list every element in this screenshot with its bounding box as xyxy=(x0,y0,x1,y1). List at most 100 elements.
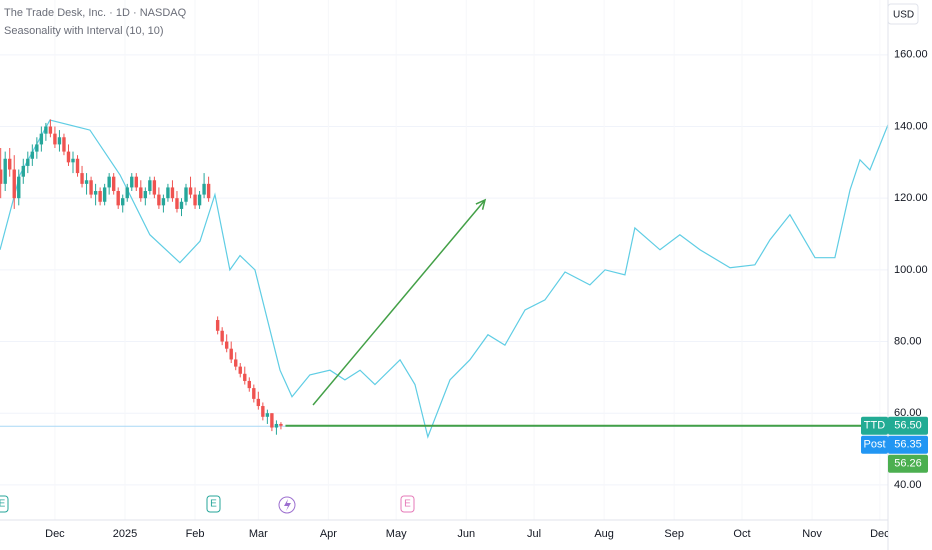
candle-body xyxy=(139,187,143,199)
candle-body xyxy=(8,158,12,170)
candle-body xyxy=(3,158,7,184)
candle-body xyxy=(75,158,80,174)
earnings-event-label[interactable]: E xyxy=(0,499,6,510)
earnings-event[interactable] xyxy=(0,495,9,513)
price-tag-name-box xyxy=(861,416,888,435)
candle-body xyxy=(243,373,247,381)
candle-body xyxy=(184,187,188,202)
candle-body xyxy=(234,359,238,367)
candle-body xyxy=(256,398,261,407)
candle-body xyxy=(274,423,279,428)
candle-body xyxy=(220,330,224,342)
earnings-event-label[interactable]: E xyxy=(404,499,411,510)
price-tag-label: 56.35 xyxy=(894,439,922,451)
x-tick-label: Feb xyxy=(186,528,205,540)
candle-body xyxy=(26,158,30,166)
candle-body xyxy=(166,187,170,199)
candle-body xyxy=(35,144,39,152)
arrow-head xyxy=(475,198,487,210)
candle-body xyxy=(148,180,152,192)
candle-body xyxy=(261,406,265,417)
y-tick-label: 160.00 xyxy=(894,49,928,61)
candle-body xyxy=(98,191,102,202)
x-tick-label: Nov xyxy=(802,528,822,540)
candle-body xyxy=(197,194,202,206)
x-tick-label: Oct xyxy=(733,528,750,540)
candle-body xyxy=(21,165,25,177)
x-tick-label: Apr xyxy=(320,528,337,540)
x-tick-label: May xyxy=(386,528,407,540)
y-tick-label: 120.00 xyxy=(894,192,928,204)
x-tick-label: Jul xyxy=(527,528,541,540)
candle-body xyxy=(39,133,44,145)
candle-body xyxy=(111,176,116,192)
dividend-icon xyxy=(284,499,291,511)
candle-body xyxy=(193,194,197,206)
candle-body xyxy=(93,191,98,195)
candle-body xyxy=(121,198,125,206)
x-tick-label: Aug xyxy=(594,528,614,540)
y-tick-label: 40.00 xyxy=(894,479,922,491)
x-tick-label: Jun xyxy=(457,528,475,540)
candle-body xyxy=(170,187,175,199)
price-tag-name: Post xyxy=(863,439,885,451)
candle-body xyxy=(202,183,206,195)
candle-body xyxy=(53,133,57,145)
seasonality-line xyxy=(0,119,888,439)
candle-body xyxy=(102,187,107,202)
candle-body xyxy=(125,187,129,199)
candle-body xyxy=(66,151,71,163)
candle-body xyxy=(48,126,53,134)
candle-body xyxy=(279,423,283,426)
y-tick-label: 60.00 xyxy=(894,407,922,419)
x-tick-label: Dec xyxy=(870,528,890,540)
price-tag xyxy=(888,454,928,473)
candle-body xyxy=(247,380,251,389)
candle-body xyxy=(270,413,274,428)
candle-body xyxy=(238,366,242,374)
candle-body xyxy=(224,341,229,349)
price-tag-label: 56.50 xyxy=(894,420,922,432)
currency[interactable]: USD xyxy=(893,10,914,21)
currency-button[interactable] xyxy=(887,3,919,25)
candle-body xyxy=(107,176,111,188)
candle-body xyxy=(215,320,220,331)
price-tag-label: 56.26 xyxy=(894,458,922,470)
candle-body xyxy=(62,137,66,152)
candle-body xyxy=(206,183,211,199)
y-tick-label: 100.00 xyxy=(894,264,928,276)
x-tick-label: Mar xyxy=(249,528,268,540)
price-tag-name: TTD xyxy=(864,420,885,432)
chart-title: The Trade Desk, Inc. · 1D · NASDAQ xyxy=(4,7,187,19)
plot-area xyxy=(0,119,888,439)
earnings-event-label[interactable]: E xyxy=(210,499,217,510)
candle-body xyxy=(0,169,3,184)
candle-body xyxy=(152,180,157,195)
candle-body xyxy=(130,176,134,188)
price-tag xyxy=(888,435,928,454)
candle-body xyxy=(57,137,62,145)
trend-arrow xyxy=(312,199,486,406)
candle-body xyxy=(265,413,270,417)
candle-body xyxy=(80,173,84,184)
candle-body xyxy=(161,198,166,206)
price-tag xyxy=(888,416,928,435)
candle-body xyxy=(134,176,138,188)
earnings-event[interactable] xyxy=(206,495,221,513)
candle-body xyxy=(157,194,161,206)
indicator-label: Seasonality with Interval (10, 10) xyxy=(4,25,164,37)
x-tick-label: Sep xyxy=(664,528,684,540)
candle-body xyxy=(17,176,21,199)
candle-body xyxy=(44,126,48,134)
candle-body xyxy=(179,201,184,209)
candle-body xyxy=(143,191,148,199)
x-tick-label: Dec xyxy=(45,528,65,540)
x-tick-label: 2025 xyxy=(113,528,137,540)
candle-body xyxy=(89,180,93,195)
earnings-event[interactable] xyxy=(400,495,415,513)
candle-body xyxy=(229,348,233,360)
y-tick-label: 140.00 xyxy=(894,120,928,132)
candle-body xyxy=(84,180,89,184)
candle-body xyxy=(30,151,35,159)
